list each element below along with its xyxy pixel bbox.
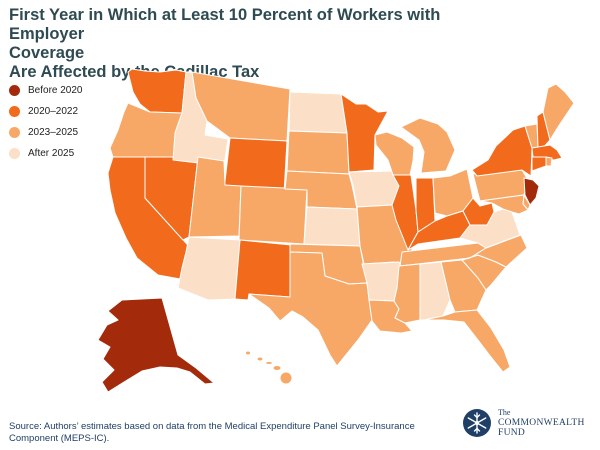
state-minnesota <box>340 93 389 173</box>
state-new-mexico <box>234 239 292 301</box>
state-new-jersey <box>523 177 540 206</box>
legend-label: Before 2020 <box>28 84 83 96</box>
state-iowa <box>348 170 400 208</box>
state-hawaii <box>245 350 293 385</box>
title-line-2: Coverage <box>9 44 85 62</box>
legend-item-after-2025: After 2025 <box>9 143 83 163</box>
state-texas <box>248 251 373 367</box>
state-kansas <box>303 206 361 247</box>
hawaii-kauai <box>245 350 251 356</box>
state-connecticut <box>531 156 547 172</box>
state-mississippi <box>393 263 421 324</box>
state-west-virginia <box>462 197 495 226</box>
state-illinois <box>391 174 419 251</box>
legend-swatch <box>9 105 20 117</box>
hawaii-island <box>279 371 293 385</box>
hawaii-molokai <box>265 361 273 365</box>
state-wisconsin <box>374 131 415 176</box>
commonwealth-fund-logo: The COMMONWEALTH FUND <box>462 402 592 444</box>
logo-line-2: COMMONWEALTH <box>498 418 585 428</box>
state-new-hampshire <box>536 111 551 150</box>
state-colorado <box>238 185 308 245</box>
legend-swatch <box>9 84 20 96</box>
legend-item-before-2020: Before 2020 <box>9 80 83 100</box>
logo-wordmark: The COMMONWEALTH FUND <box>498 408 585 438</box>
legend-label: After 2025 <box>28 147 75 159</box>
state-south-dakota <box>286 130 350 175</box>
us-states-map <box>97 68 575 393</box>
legend: Before 2020 2020–2022 2023–2025 After 20… <box>9 80 83 164</box>
state-maine <box>542 83 575 141</box>
state-maryland <box>479 194 529 215</box>
state-rhode-island <box>545 156 553 167</box>
logo-line-1: The <box>498 408 511 417</box>
legend-item-2020-2022: 2020–2022 <box>9 101 83 121</box>
logo-line-3: FUND <box>498 428 526 438</box>
state-alaska <box>97 297 215 393</box>
legend-swatch <box>9 147 20 159</box>
state-north-dakota <box>288 91 348 134</box>
state-arizona <box>177 236 241 301</box>
legend-label: 2023–2025 <box>28 126 79 138</box>
legend-item-2023-2025: 2023–2025 <box>9 122 83 142</box>
legend-swatch <box>9 126 20 138</box>
state-new-york <box>471 125 533 177</box>
state-florida <box>423 309 511 373</box>
legend-label: 2020–2022 <box>28 105 79 117</box>
state-montana <box>191 71 291 142</box>
hawaii-maui <box>272 365 282 371</box>
title-line-1: First Year in Which at Least 10 Percent … <box>9 6 441 43</box>
source-note: Source: Authors’ estimates based on data… <box>9 421 415 444</box>
state-michigan <box>400 117 456 174</box>
snowflake-logo-icon <box>463 409 491 437</box>
hawaii-oahu <box>256 356 264 362</box>
